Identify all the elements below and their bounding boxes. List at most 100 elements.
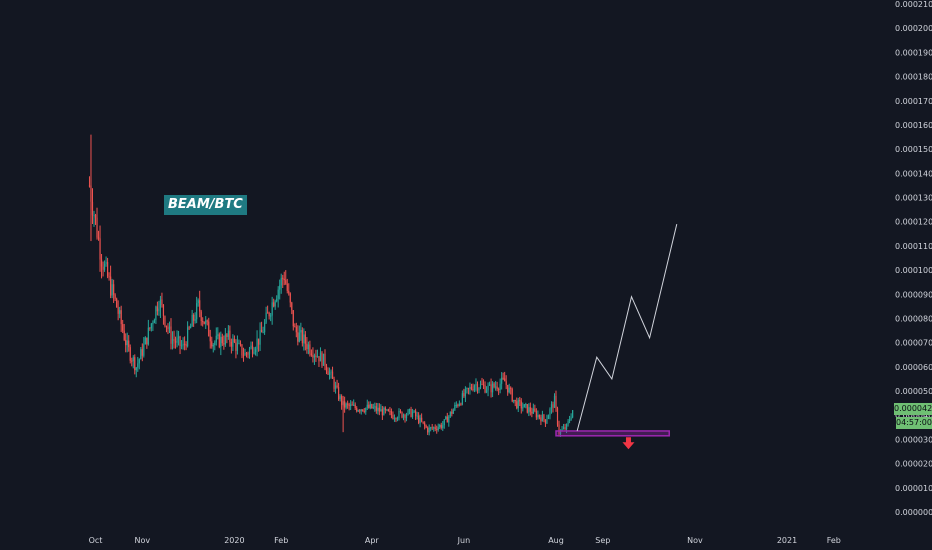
candle-body <box>484 385 486 393</box>
candle-body <box>353 404 355 406</box>
candle-body <box>129 347 131 361</box>
projection-path[interactable] <box>576 224 678 432</box>
candle-body <box>354 404 356 409</box>
candle-body <box>218 334 220 348</box>
candle-body <box>416 415 418 417</box>
candle-body <box>194 319 196 321</box>
candle-body <box>147 327 149 345</box>
candle-body <box>301 330 303 344</box>
candle-body <box>405 414 408 419</box>
candle-body <box>295 326 297 333</box>
candle-body <box>265 312 267 323</box>
candle-body <box>565 424 568 430</box>
candle-body <box>350 404 352 407</box>
candle-body <box>442 425 444 428</box>
candle-body <box>140 349 142 360</box>
candle-body <box>247 353 249 355</box>
candle-body <box>431 427 433 429</box>
candle-body <box>553 395 556 408</box>
candle-body <box>190 326 192 329</box>
candle-body <box>458 403 460 406</box>
candle-body <box>125 339 127 346</box>
candle-body <box>534 408 536 412</box>
candle-body <box>482 384 485 386</box>
candle-body <box>108 276 110 278</box>
candle-body <box>481 383 483 385</box>
candle-body <box>150 323 152 329</box>
candle-body <box>476 384 479 391</box>
candle-body <box>381 409 383 416</box>
candle-body <box>368 404 370 408</box>
candle-body <box>279 285 281 290</box>
candle-body <box>454 404 456 410</box>
candle-body <box>306 343 308 350</box>
candle-body <box>138 359 140 364</box>
candle-body <box>113 284 115 295</box>
candle-body <box>96 217 98 238</box>
candle-body <box>427 427 429 433</box>
candle-body <box>321 352 323 366</box>
candle-body <box>562 427 565 430</box>
candle-body <box>268 312 270 317</box>
candle-body <box>102 266 104 270</box>
candle-body <box>399 410 402 412</box>
candle-body <box>117 307 119 314</box>
candle-body <box>283 278 285 281</box>
candle-body <box>264 322 266 333</box>
candle-body <box>233 338 236 343</box>
candle-body <box>464 389 467 397</box>
down-arrow-icon[interactable] <box>622 437 635 450</box>
candle-body <box>396 418 399 420</box>
candle-body <box>128 340 130 348</box>
candle-body <box>110 276 112 296</box>
candle-body <box>564 427 566 430</box>
candle-body <box>122 324 124 331</box>
candle-body <box>436 428 438 430</box>
candle-body <box>374 406 376 408</box>
candle-body <box>221 336 223 344</box>
candle-body <box>351 404 353 406</box>
candle-body <box>149 327 151 329</box>
candle-body <box>371 404 373 409</box>
candle-body <box>472 388 474 391</box>
candle-body <box>543 414 545 420</box>
candle-body <box>452 409 454 414</box>
x-tick-label: Aug <box>548 536 564 545</box>
x-tick-label: 2020 <box>224 536 244 545</box>
candle-body <box>152 323 154 325</box>
candle-body <box>333 378 335 389</box>
candle-body <box>188 327 190 329</box>
candle-body <box>519 399 521 402</box>
candle-body <box>478 388 480 391</box>
candle-body <box>280 277 282 286</box>
candle-body <box>404 414 406 419</box>
candle-body <box>146 337 148 345</box>
candle-body <box>292 310 294 327</box>
candle-body <box>384 407 386 411</box>
candle-body <box>206 320 208 322</box>
candle-body <box>313 355 316 358</box>
candle-body <box>398 410 400 419</box>
candle-body <box>182 343 184 346</box>
candle-body <box>238 343 240 345</box>
candle-body <box>502 377 504 379</box>
candle-body <box>461 393 463 405</box>
candle-body <box>179 336 181 346</box>
candle-body <box>168 326 171 330</box>
candle-body <box>176 338 178 343</box>
candle-body <box>193 315 195 321</box>
time-axis[interactable]: Oct Nov 2020 Feb Apr Jun Aug Sep Nov 2021 Feb <box>89 536 841 545</box>
candle-body <box>439 424 441 428</box>
candle-body <box>177 336 180 339</box>
candle-body <box>491 383 494 393</box>
support-zone-rect[interactable] <box>555 430 670 437</box>
candle-body <box>339 396 341 400</box>
